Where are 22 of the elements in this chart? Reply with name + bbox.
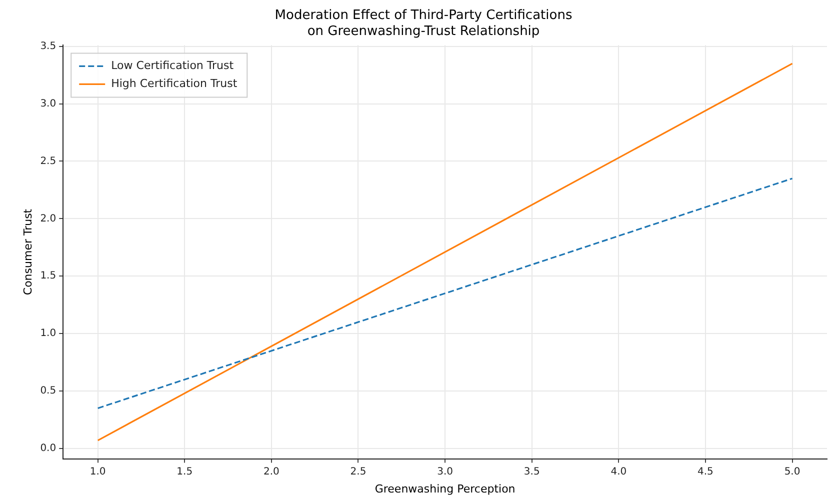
y-tick-label: 2.0 bbox=[40, 213, 56, 224]
x-tick-label: 3.5 bbox=[524, 466, 540, 478]
y-tick-label: 0.0 bbox=[40, 443, 56, 454]
y-tick-label: 3.5 bbox=[40, 40, 56, 52]
x-tick-label: 2.5 bbox=[350, 466, 366, 478]
legend-label: High Certification Trust bbox=[111, 77, 238, 90]
x-tick-label: 3.0 bbox=[437, 466, 454, 478]
y-tick-label: 2.5 bbox=[40, 156, 56, 167]
y-tick-label: 3.0 bbox=[40, 98, 56, 110]
x-tick-label: 4.5 bbox=[698, 466, 714, 478]
y-tick-label: 0.5 bbox=[40, 386, 56, 397]
x-tick-label: 1.0 bbox=[90, 466, 106, 478]
chart-title: Moderation Effect of Third-Party Certifications on Greenwashing-Trust Relationship bbox=[274, 8, 572, 39]
y-tick-label: 1.5 bbox=[40, 270, 56, 282]
legend-label: Low Certification Trust bbox=[111, 59, 234, 72]
x-tick-label: 1.5 bbox=[176, 466, 193, 478]
x-tick-label: 2.0 bbox=[263, 466, 280, 478]
x-tick-label: 5.0 bbox=[784, 466, 800, 478]
y-tick-label: 1.0 bbox=[40, 328, 56, 340]
y-axis-title: Consumer Trust bbox=[21, 208, 34, 296]
x-axis-title: Greenwashing Perception bbox=[374, 482, 516, 496]
x-tick-label: 4.0 bbox=[610, 466, 627, 478]
